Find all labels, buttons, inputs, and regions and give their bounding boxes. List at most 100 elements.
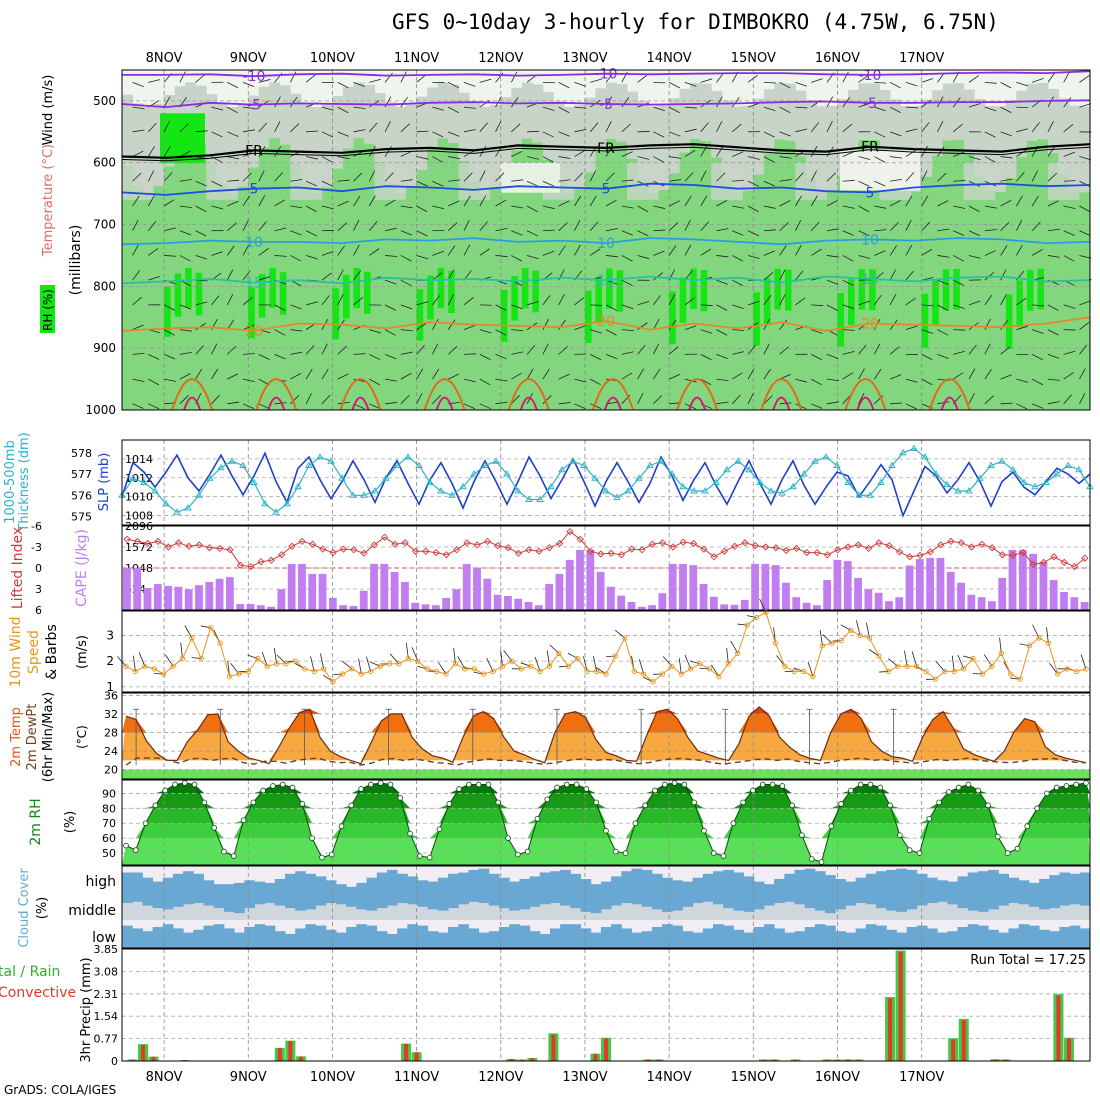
cloud-low-cell — [366, 925, 378, 948]
wind-barb — [400, 179, 413, 182]
wind-barb — [716, 172, 726, 182]
wind-barb — [132, 352, 145, 355]
thickness-point — [921, 453, 929, 460]
date-label-bottom: 17NOV — [899, 1070, 944, 1085]
wind-barb — [384, 304, 396, 311]
wind-barb — [763, 156, 775, 163]
wind-barb — [337, 131, 349, 137]
temp-contour-30 — [604, 396, 622, 411]
rh2m-point — [887, 802, 893, 809]
chart-title: GFS 0~10day 3-hourly for DIMBOKRO (4.75W… — [392, 10, 999, 34]
wind10-point — [951, 668, 957, 675]
wind-barb — [842, 304, 855, 309]
cloud-high-cell — [600, 881, 612, 892]
wind-barb — [826, 120, 833, 133]
rh-shade — [122, 165, 134, 410]
pressure-axis-label: (millibars) — [68, 225, 84, 296]
wind-barb — [195, 130, 208, 133]
li-point — [1040, 558, 1048, 567]
wind-barb — [147, 170, 155, 182]
wind-barb — [542, 368, 550, 380]
wind-barb — [653, 395, 663, 405]
wind-barb — [763, 295, 772, 306]
wind-barb — [274, 96, 281, 108]
wind-barb — [810, 378, 822, 386]
wind-barb — [653, 295, 661, 306]
wind-barb — [937, 401, 950, 405]
cloud-high-cell — [977, 871, 989, 892]
cloud-high-cell — [570, 873, 582, 892]
thickness-point — [998, 457, 1006, 464]
wind-barb — [1047, 200, 1059, 207]
cloud-low-cell — [162, 924, 174, 948]
rh2m-point — [417, 853, 423, 859]
cape-bar — [504, 595, 512, 610]
wind10-barb — [453, 647, 456, 664]
rh2m-point — [1083, 780, 1089, 786]
wind-barb — [574, 378, 587, 383]
temp-contour-label: 20 — [245, 324, 263, 340]
wind-barb — [463, 325, 476, 331]
wind-barb — [274, 353, 286, 360]
wind10-point — [490, 668, 496, 675]
wind10-point — [857, 632, 863, 639]
wind-barb — [258, 170, 265, 182]
thickness-point — [217, 463, 225, 471]
cloud-high-cell — [1028, 882, 1040, 892]
rh2m-point — [1073, 781, 1080, 788]
rh2m-point — [319, 854, 325, 861]
cloud-low-cell — [672, 925, 683, 948]
cloud-low-cell — [876, 925, 887, 948]
cloud-middle-overlay — [621, 892, 632, 904]
wind-barb — [1063, 71, 1070, 83]
cloud-high-cell — [488, 873, 500, 892]
rh2m-point — [730, 820, 737, 827]
rh-shade — [385, 162, 397, 200]
wind-barb — [416, 392, 423, 404]
cloud-middle-cell — [539, 899, 551, 920]
wind-barb — [637, 392, 644, 404]
li-point — [453, 546, 461, 554]
rh-shade — [227, 193, 239, 410]
li-point — [751, 541, 759, 550]
wind-barb — [605, 96, 613, 108]
wind-barb — [242, 106, 255, 110]
wind-barb — [779, 402, 792, 405]
cape-bar — [401, 581, 409, 610]
cape-bar — [1029, 553, 1038, 610]
wind-barb — [968, 255, 981, 259]
cloud-middle-cell — [957, 903, 969, 920]
wind-barb — [874, 180, 886, 187]
cloud-middle-overlay — [427, 892, 439, 910]
wind10-barb — [699, 667, 710, 670]
wind-barb — [179, 329, 192, 332]
wind-barb — [716, 228, 729, 232]
cape-bar — [627, 601, 636, 610]
wind-barb — [211, 205, 224, 210]
wind10-point — [575, 655, 581, 662]
thickness-point — [360, 491, 368, 498]
rh2m-point — [926, 815, 933, 822]
cloud-middle-overlay — [539, 892, 551, 905]
cloud-low-cell — [855, 928, 867, 948]
wind10-barb — [520, 662, 531, 667]
cape-bar — [936, 557, 945, 610]
wind-barb — [526, 230, 539, 237]
wind-barb — [479, 378, 491, 386]
wind-barb — [589, 122, 599, 133]
thickness-point — [888, 461, 896, 468]
wind10-point — [1008, 671, 1014, 677]
wind-barb — [763, 81, 776, 84]
cloud-middle-overlay — [285, 892, 296, 909]
wind-barb — [148, 403, 160, 410]
cape-bar — [771, 565, 780, 610]
cloud-middle-cell — [1039, 904, 1050, 920]
wind-barb — [321, 106, 334, 111]
cloud-high-cell — [825, 875, 836, 892]
wind-barb — [1000, 346, 1011, 355]
wind-barb — [227, 131, 239, 137]
wind-barb — [511, 151, 523, 157]
rh2m-point — [1044, 790, 1050, 797]
cloud-middle-overlay — [631, 892, 643, 905]
rh2m-point — [838, 801, 844, 807]
